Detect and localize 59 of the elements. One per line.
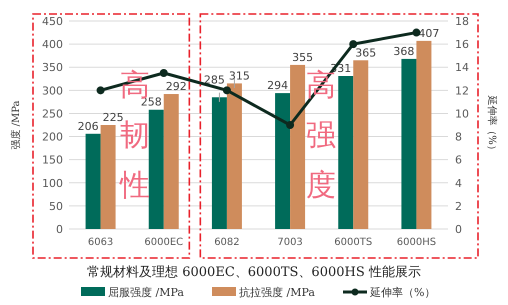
point <box>222 86 231 94</box>
y2-tick-label: 6 <box>455 154 462 167</box>
y-axis-title: 强度 /MPa <box>10 100 22 150</box>
y-tick-label: 50 <box>49 200 63 213</box>
text: 常规材料及理想 6000EC、6000TS、6000HS 性能展示 <box>87 265 421 280</box>
data-label: 294 <box>267 79 288 92</box>
x-tick-label: 6063 <box>88 237 114 248</box>
bar <box>100 125 116 229</box>
y-tick-label: 0 <box>56 223 63 236</box>
bar <box>338 76 354 229</box>
data-label: 285 <box>204 73 225 86</box>
bar <box>164 94 179 229</box>
y2-tick-label: 4 <box>455 176 462 190</box>
bar <box>416 40 432 229</box>
bar <box>401 58 416 229</box>
data-label: 206 <box>78 120 99 133</box>
y2-tick-label: 8 <box>455 130 462 144</box>
y-tick-label: 350 <box>42 61 63 74</box>
data-label: 225 <box>102 111 124 124</box>
x-tick-label: 7003 <box>277 237 303 248</box>
bar <box>148 110 164 229</box>
bar <box>290 64 306 229</box>
x-tick-label: 6000TS <box>334 237 372 248</box>
bar <box>353 60 368 229</box>
y2-tick-label: 18 <box>455 15 469 28</box>
y2-tick-label: 16 <box>455 38 469 52</box>
bar <box>275 93 290 229</box>
point <box>160 69 168 77</box>
data-label: 365 <box>355 46 376 60</box>
x-tick-label: 6000EC <box>144 237 184 248</box>
point <box>349 40 358 48</box>
x-tick-label: 6000HS <box>396 237 436 248</box>
y-tick-label: 150 <box>42 154 63 167</box>
legend-label: 延伸率（%） <box>369 286 436 299</box>
data-label: 355 <box>292 50 314 64</box>
y-tick-label: 300 <box>42 84 63 98</box>
y-tick-label: 100 <box>42 176 63 190</box>
legend-label: 抗拉强度 /MPa <box>239 286 316 299</box>
y-tick-label: 400 <box>42 38 63 52</box>
data-label: 292 <box>166 80 187 94</box>
y2-axis-title: 延伸率（%） <box>486 94 498 155</box>
y2-tick-label: 0 <box>455 223 462 236</box>
bar <box>226 83 242 229</box>
point <box>286 121 294 129</box>
y-tick-label: 200 <box>42 130 63 144</box>
legend-label: 屈服强度 /MPa <box>108 286 184 299</box>
y2-tick-label: 12 <box>455 84 469 98</box>
y2-tick-label: 2 <box>455 200 462 213</box>
data-label: 315 <box>228 69 250 82</box>
y2-tick-label: 10 <box>455 107 469 120</box>
y2-tick-label: 14 <box>455 61 469 74</box>
y-tick-label: 450 <box>42 15 63 28</box>
data-label: 368 <box>393 44 414 58</box>
point <box>96 86 105 94</box>
bar <box>86 134 101 229</box>
y-tick-label: 250 <box>42 107 63 120</box>
data-label: 407 <box>418 26 440 40</box>
bar <box>212 97 227 229</box>
x-tick-label: 6082 <box>214 237 240 248</box>
